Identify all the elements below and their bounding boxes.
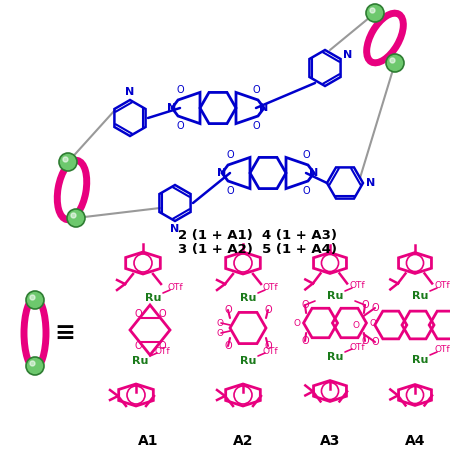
Text: Ru: Ru <box>412 355 428 365</box>
Text: O: O <box>216 318 224 327</box>
Text: O: O <box>361 300 369 310</box>
Text: N: N <box>167 103 176 113</box>
Text: OTf: OTf <box>434 345 450 354</box>
Text: N: N <box>259 103 269 113</box>
Text: OTf: OTf <box>349 281 365 290</box>
Text: 3 (1 + A2)  5 (1 + A4): 3 (1 + A2) 5 (1 + A4) <box>179 243 338 255</box>
Text: N: N <box>310 168 319 178</box>
Text: N: N <box>343 50 352 60</box>
Text: Ru: Ru <box>412 291 428 301</box>
Text: OTf: OTf <box>349 342 365 351</box>
Text: O: O <box>158 341 166 351</box>
Text: N: N <box>217 168 227 178</box>
Text: O: O <box>369 318 377 327</box>
Text: O: O <box>134 309 142 319</box>
Circle shape <box>370 8 375 13</box>
Text: N: N <box>171 224 180 234</box>
Circle shape <box>30 295 35 300</box>
Text: O: O <box>302 150 310 160</box>
Text: Ru: Ru <box>240 293 256 303</box>
Text: O: O <box>371 303 379 313</box>
Text: A4: A4 <box>405 434 425 448</box>
Text: O: O <box>158 309 166 319</box>
Circle shape <box>30 361 35 366</box>
Circle shape <box>67 209 85 227</box>
Text: A2: A2 <box>233 434 253 448</box>
Text: Ru: Ru <box>327 352 343 362</box>
Text: OTf: OTf <box>262 283 278 292</box>
Circle shape <box>26 357 44 375</box>
Circle shape <box>366 4 384 22</box>
Text: O: O <box>176 121 184 131</box>
Text: OTf: OTf <box>154 347 170 356</box>
Text: O: O <box>176 85 184 95</box>
Circle shape <box>390 58 395 63</box>
Circle shape <box>63 157 68 162</box>
Text: O: O <box>226 186 234 196</box>
Circle shape <box>26 291 44 309</box>
Text: O: O <box>264 341 272 351</box>
Text: O: O <box>224 305 232 315</box>
Text: O: O <box>252 85 260 95</box>
Text: O: O <box>252 121 260 131</box>
Text: Ru: Ru <box>240 356 256 366</box>
Text: O: O <box>301 336 309 346</box>
Circle shape <box>59 153 77 171</box>
Circle shape <box>71 213 76 218</box>
Text: O: O <box>293 318 301 327</box>
Text: Ru: Ru <box>132 356 148 366</box>
Circle shape <box>386 54 404 72</box>
Text: A1: A1 <box>138 434 158 448</box>
Text: O: O <box>264 305 272 315</box>
Text: O: O <box>301 300 309 310</box>
Text: O: O <box>371 337 379 347</box>
Text: O: O <box>216 329 224 338</box>
Text: Ru: Ru <box>145 293 161 303</box>
Text: O: O <box>352 321 359 330</box>
Text: 2 (1 + A1)  4 (1 + A3): 2 (1 + A1) 4 (1 + A3) <box>179 228 338 242</box>
Text: N: N <box>366 178 376 188</box>
Text: O: O <box>361 336 369 346</box>
Text: O: O <box>134 341 142 351</box>
Text: O: O <box>224 341 232 351</box>
Text: A3: A3 <box>320 434 340 448</box>
Text: N: N <box>126 87 135 97</box>
Text: ≡: ≡ <box>54 321 76 345</box>
Text: OTf: OTf <box>434 281 450 290</box>
Text: OTf: OTf <box>167 283 183 292</box>
Text: Ru: Ru <box>327 291 343 301</box>
Text: OTf: OTf <box>262 347 278 356</box>
Text: O: O <box>302 186 310 196</box>
Text: O: O <box>226 150 234 160</box>
